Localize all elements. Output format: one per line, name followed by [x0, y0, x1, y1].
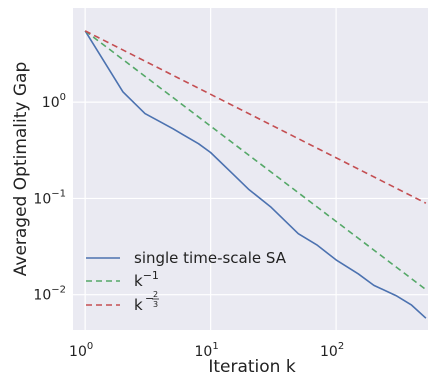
legend-label-k-inverse: k−1 [134, 269, 159, 290]
x-axis-title: Iteration k [208, 357, 296, 375]
x-tick-label-0: 100 [69, 341, 93, 360]
plot-area [73, 8, 428, 330]
series-group [84, 30, 427, 319]
legend-exp-numerator: 2 [153, 290, 158, 299]
x-tick-labels: 100 101 102 [69, 341, 344, 360]
y-tick-labels: 100 10−1 10−2 [33, 92, 66, 304]
legend-exp-denominator: 3 [153, 300, 158, 309]
y-tick-label-1: 10−1 [33, 188, 66, 207]
x-tick-label-1: 101 [195, 341, 219, 360]
legend-label-k-two-thirds: k [134, 296, 143, 314]
legend-label-sa: single time-scale SA [134, 249, 287, 267]
x-tick-label-2: 102 [320, 341, 344, 360]
y-tick-label-2: 10−2 [33, 285, 66, 304]
y-tick-label-0: 100 [42, 92, 66, 111]
series-single-time-scale-sa [84, 30, 427, 319]
y-axis-title: Averaged Optimality Gap [11, 62, 31, 277]
grid [73, 8, 428, 330]
series-k-inverse [84, 30, 427, 291]
legend-exp-minus: − [145, 292, 154, 305]
legend: single time-scale SA k−1 k − 2 3 [86, 249, 287, 314]
series-k-two-thirds [84, 30, 427, 204]
